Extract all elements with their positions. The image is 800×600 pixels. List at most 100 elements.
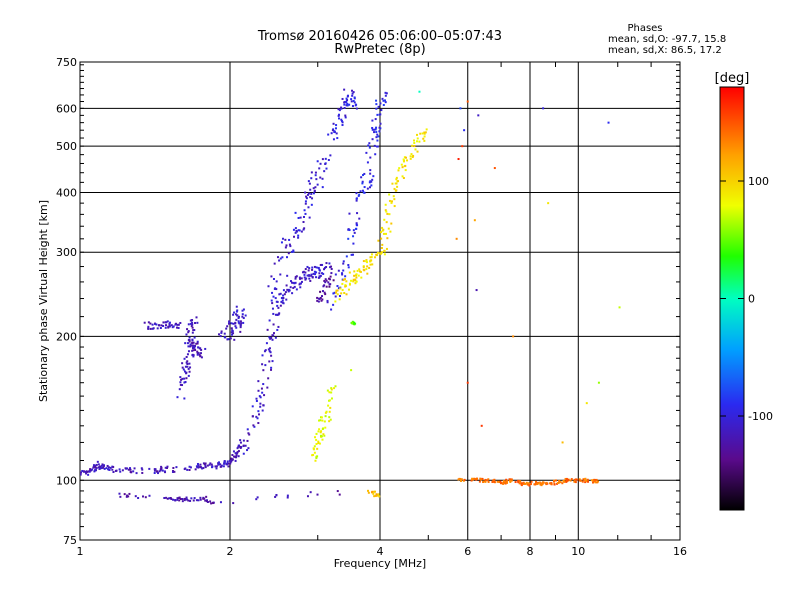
echo-point [283, 293, 286, 296]
echo-point [238, 444, 241, 447]
y-tick-label: 600 [56, 102, 77, 115]
echo-point [344, 114, 347, 117]
echo-point [161, 469, 164, 472]
echo-point [329, 278, 332, 281]
echo-point [316, 493, 319, 496]
echo-point [191, 349, 194, 352]
echo-point [88, 470, 91, 473]
echo-point [338, 493, 341, 496]
echo-point [395, 182, 398, 185]
echo-point [363, 172, 366, 175]
echo-point [151, 323, 154, 326]
echo-point [215, 465, 218, 468]
echo-point [400, 163, 403, 166]
echo-point [414, 148, 417, 151]
echo-point [355, 192, 358, 195]
echo-point [266, 386, 269, 389]
echo-point [345, 97, 348, 100]
echo-point [315, 266, 318, 269]
echo-point [382, 103, 385, 106]
echo-point [132, 470, 135, 473]
echo-point [99, 465, 102, 468]
echo-point [366, 187, 369, 190]
echo-point [209, 462, 212, 465]
echo-point [324, 411, 327, 414]
echo-point [310, 192, 313, 195]
echo-point [567, 478, 570, 481]
echo-point [206, 500, 209, 503]
echo-point [318, 272, 321, 275]
echo-point [323, 268, 326, 271]
echo-point [185, 498, 188, 501]
echo-point [189, 499, 192, 502]
echo-point [373, 144, 376, 147]
echo-point [375, 107, 378, 110]
echo-point [371, 263, 374, 266]
echo-point [230, 460, 233, 463]
echo-point [457, 158, 460, 161]
echo-point [379, 102, 382, 105]
echo-point [380, 251, 383, 254]
echo-point [204, 466, 207, 469]
echo-point [92, 465, 95, 468]
echo-point [259, 396, 262, 399]
echo-point [230, 459, 233, 462]
echo-point [182, 368, 185, 371]
echo-point [382, 99, 385, 102]
echo-point [235, 318, 238, 321]
echo-point [158, 470, 161, 473]
echo-point [484, 478, 487, 481]
echo-point [529, 483, 532, 486]
echo-point [318, 442, 321, 445]
echo-point [111, 468, 114, 471]
echo-point [378, 130, 381, 133]
echo-point [302, 220, 305, 223]
echo-point [425, 128, 428, 131]
echo-point [100, 467, 103, 470]
echo-point [332, 303, 335, 306]
echo-point [179, 321, 182, 324]
echo-point [80, 473, 82, 476]
echo-point [527, 482, 530, 485]
echo-point [381, 97, 384, 100]
echo-point [321, 298, 324, 301]
echo-point [390, 200, 393, 203]
echo-point [314, 174, 317, 177]
echo-point [186, 342, 189, 345]
echo-point [261, 391, 264, 394]
echo-point [309, 279, 312, 282]
echo-point [279, 304, 282, 307]
echo-point [204, 347, 207, 350]
echo-point [337, 287, 340, 290]
echo-point [203, 463, 206, 466]
echo-point [466, 381, 469, 384]
echo-point [535, 480, 538, 483]
echo-point [332, 138, 335, 141]
y-tick-label: 200 [56, 330, 77, 343]
echo-point [215, 467, 218, 470]
echo-point [358, 217, 361, 220]
echo-point [342, 269, 345, 272]
echo-point [361, 180, 364, 183]
echo-point [383, 218, 386, 221]
echo-point [159, 468, 162, 471]
echo-point [325, 266, 328, 269]
echo-point [334, 385, 337, 388]
echo-point [97, 466, 100, 469]
echo-point [390, 222, 393, 225]
echo-point [322, 433, 325, 436]
echo-point [124, 467, 127, 470]
echo-point [239, 330, 242, 333]
echo-point [286, 256, 289, 259]
echo-point [154, 322, 157, 325]
echo-point [582, 478, 585, 481]
echo-point [459, 107, 462, 110]
echo-point [315, 443, 318, 446]
echo-point [330, 132, 333, 135]
echo-point [317, 419, 320, 422]
echo-point [196, 466, 199, 469]
echo-point [270, 275, 273, 278]
echo-point [293, 282, 296, 285]
echo-point [415, 133, 418, 136]
echo-point [292, 250, 295, 253]
